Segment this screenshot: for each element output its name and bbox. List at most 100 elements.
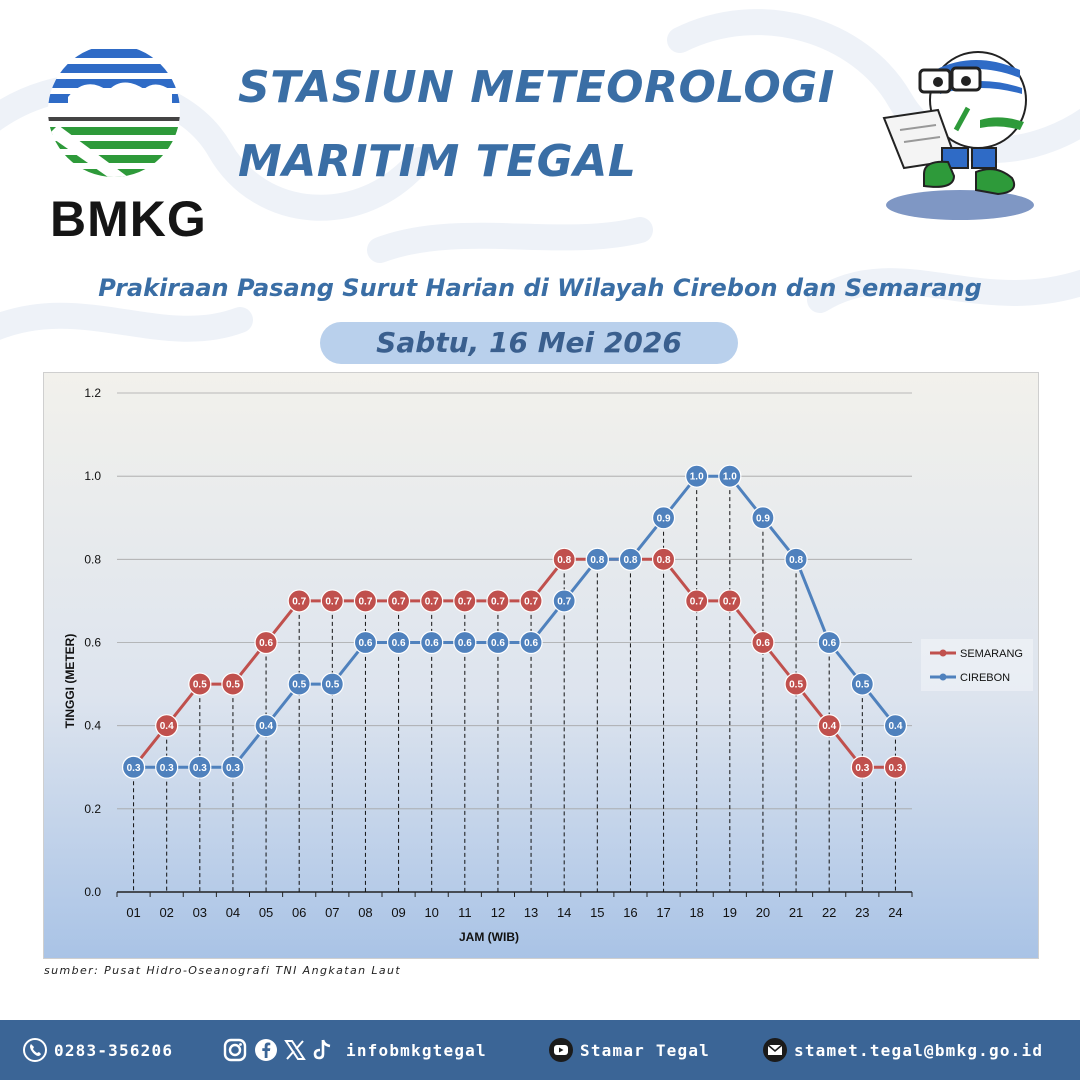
- data-label-semarang: 0.4: [822, 721, 836, 732]
- y-tick-label: 0.0: [84, 885, 101, 899]
- data-point-cirebon: [386, 630, 411, 655]
- tiktok-icon: [313, 1039, 331, 1060]
- x-tick-label: 23: [855, 905, 869, 920]
- data-label-semarang: 0.7: [392, 596, 406, 607]
- x-tick-label: 09: [391, 905, 405, 920]
- data-point-semarang: [320, 589, 344, 613]
- x-tick-label: 10: [424, 905, 438, 920]
- data-point-semarang: [254, 630, 278, 655]
- social-handle: infobmkgtegal: [346, 1040, 487, 1060]
- station-title-line1: STASIUN METEOROLOGI: [238, 62, 835, 113]
- data-label-cirebon: 0.6: [358, 638, 372, 649]
- data-label-semarang: 0.7: [690, 596, 704, 607]
- data-point-cirebon: [287, 672, 311, 696]
- data-point-cirebon: [585, 547, 609, 571]
- data-label-cirebon: 0.5: [855, 680, 869, 691]
- data-point-semarang: [155, 714, 179, 738]
- data-label-cirebon: 0.3: [127, 763, 141, 774]
- data-label-cirebon: 1.0: [690, 472, 704, 483]
- footer-email[interactable]: stamet.tegal@bmkg.go.id: [762, 1020, 1043, 1080]
- footer-youtube[interactable]: Stamar Tegal: [548, 1020, 710, 1080]
- data-label-semarang: 0.3: [855, 763, 869, 774]
- data-point-cirebon: [155, 755, 179, 779]
- data-label-cirebon: 0.6: [491, 638, 505, 649]
- x-tick-label: 22: [822, 905, 836, 920]
- data-label-cirebon: 0.3: [226, 763, 240, 774]
- x-tick-label: 04: [226, 905, 240, 920]
- data-point-semarang: [386, 589, 411, 613]
- data-label-semarang: 0.7: [491, 596, 505, 607]
- station-title-line2: MARITIM TEGAL: [238, 136, 637, 187]
- data-point-cirebon: [651, 506, 676, 530]
- data-point-semarang: [486, 589, 510, 613]
- x-axis-label: JAM (WIB): [459, 930, 519, 944]
- data-point-semarang: [784, 672, 808, 696]
- x-icon: [284, 1040, 306, 1060]
- data-point-semarang: [221, 672, 245, 696]
- x-tick-label: 06: [292, 905, 306, 920]
- data-label-semarang: 0.8: [657, 555, 671, 566]
- data-label-cirebon: 0.5: [325, 680, 339, 691]
- x-tick-label: 19: [723, 905, 737, 920]
- background-pattern: [0, 9, 1080, 342]
- x-tick-label: 24: [888, 905, 902, 920]
- data-label-cirebon: 0.4: [888, 721, 902, 732]
- x-tick-label: 21: [789, 905, 803, 920]
- mascot-illustration: [882, 51, 1034, 220]
- data-point-cirebon: [817, 630, 841, 655]
- data-point-cirebon: [254, 714, 278, 738]
- x-tick-label: 13: [524, 905, 538, 920]
- x-tick-label: 16: [623, 905, 637, 920]
- data-label-cirebon: 0.5: [292, 680, 306, 691]
- x-tick-label: 05: [259, 905, 273, 920]
- data-label-semarang: 0.5: [789, 680, 803, 691]
- logo-text: BMKG: [50, 191, 207, 247]
- data-point-cirebon: [685, 464, 709, 488]
- forecast-date: Sabtu, 16 Mei 2026: [320, 322, 738, 364]
- data-point-cirebon: [850, 672, 874, 696]
- data-label-cirebon: 0.8: [590, 555, 604, 566]
- x-tick-label: 18: [689, 905, 703, 920]
- data-label-cirebon: 0.6: [524, 638, 538, 649]
- data-label-cirebon: 0.9: [756, 513, 770, 524]
- data-point-cirebon: [784, 547, 808, 571]
- forecast-subtitle: Prakiraan Pasang Surut Harian di Wilayah…: [98, 274, 982, 302]
- data-source: sumber: Pusat Hidro-Oseanografi TNI Angk…: [44, 964, 402, 977]
- x-tick-label: 17: [656, 905, 670, 920]
- tide-chart: 0.0 0.2 0.4 0.6 0.8 1.0 1.2 01 02 03 04 05 06 07 08 09 1…: [44, 373, 1038, 958]
- data-point-cirebon: [453, 630, 477, 655]
- data-label-cirebon: 0.8: [789, 555, 803, 566]
- x-tick-label: 12: [491, 905, 505, 920]
- data-point-cirebon: [188, 755, 212, 779]
- data-label-semarang: 0.5: [226, 680, 240, 691]
- data-label-semarang: 0.6: [259, 638, 273, 649]
- email-icon: [763, 1038, 787, 1062]
- x-tick-label: 15: [590, 905, 604, 920]
- data-label-semarang: 0.7: [524, 596, 538, 607]
- y-tick-label: 0.6: [84, 636, 101, 650]
- footer-social[interactable]: infobmkgtegal: [222, 1020, 487, 1080]
- y-tick-label: 0.8: [84, 552, 101, 566]
- data-label-semarang: 0.7: [292, 596, 306, 607]
- data-point-semarang: [453, 589, 477, 613]
- data-point-semarang: [817, 714, 841, 738]
- x-tick-label: 08: [358, 905, 372, 920]
- data-label-semarang: 0.6: [756, 638, 770, 649]
- instagram-icon: [223, 1038, 247, 1062]
- x-tick-label: 07: [325, 905, 339, 920]
- data-point-semarang: [287, 589, 311, 613]
- footer-phone[interactable]: 0283-356206: [22, 1020, 173, 1080]
- data-label-cirebon: 0.9: [657, 513, 671, 524]
- legend-marker: [939, 673, 947, 681]
- data-point-cirebon: [353, 630, 378, 655]
- bmkg-logo: [48, 45, 180, 177]
- data-point-cirebon: [420, 630, 444, 655]
- data-point-semarang: [420, 589, 444, 613]
- data-point-semarang: [353, 589, 378, 613]
- youtube-icon: [549, 1038, 573, 1062]
- data-label-cirebon: 0.7: [557, 596, 571, 607]
- data-point-cirebon: [320, 672, 344, 696]
- data-point-cirebon: [618, 547, 643, 571]
- data-point-semarang: [685, 589, 709, 613]
- data-label-semarang: 0.7: [425, 596, 439, 607]
